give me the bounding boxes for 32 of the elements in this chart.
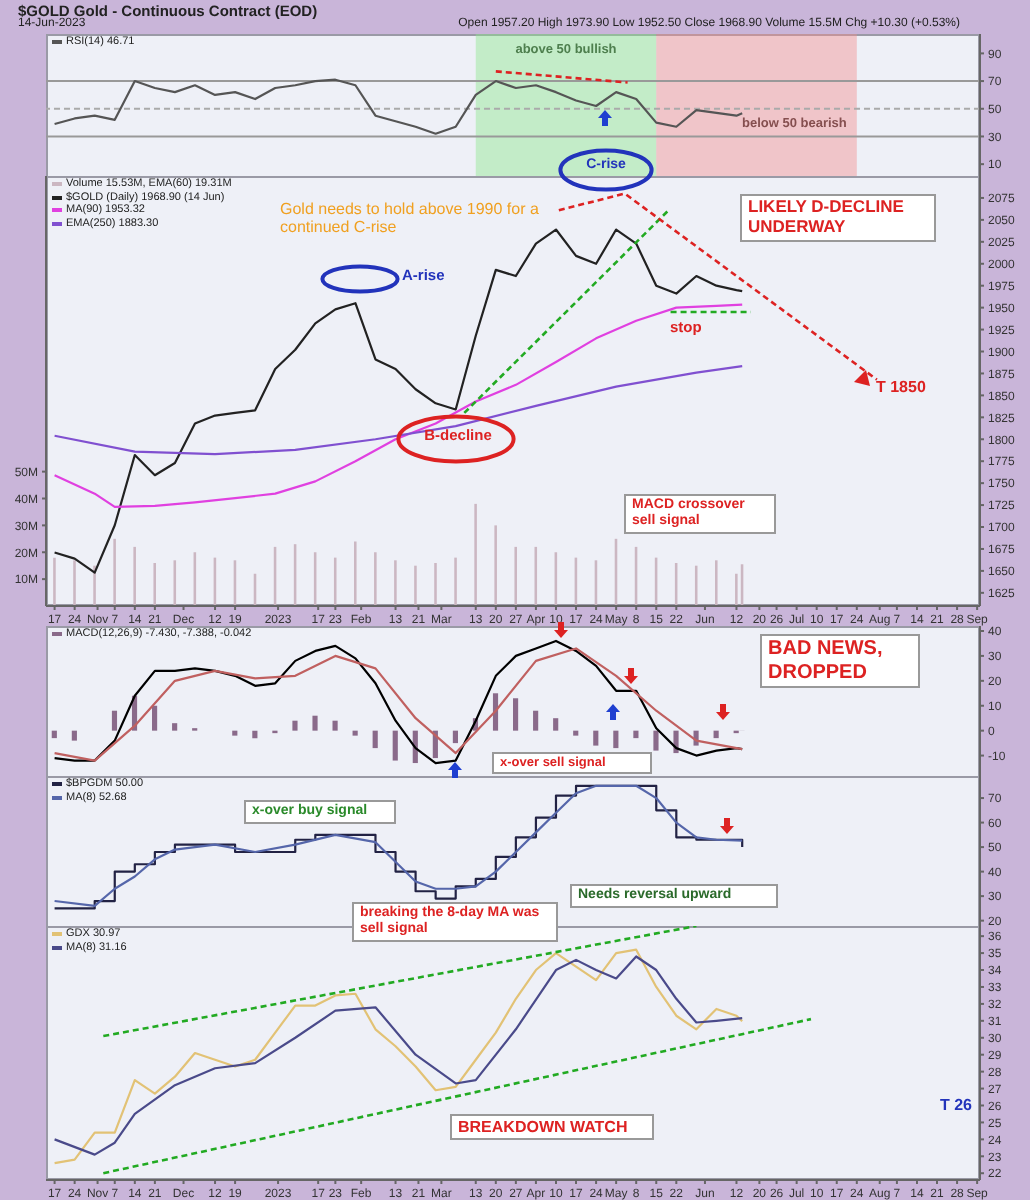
bar (232, 730, 238, 736)
bar (111, 710, 118, 731)
bar (633, 730, 639, 739)
bar (553, 718, 559, 731)
bar (653, 730, 659, 751)
annotation: T 1850 (876, 378, 928, 397)
bar (372, 730, 378, 749)
bar (252, 730, 258, 739)
bar (71, 730, 77, 741)
bar (713, 730, 719, 739)
annotation: Gold needs to hold above 1990 for a continued C-rise (280, 200, 540, 237)
bar (172, 723, 178, 731)
bar (292, 720, 298, 731)
bar (352, 730, 358, 736)
bar (312, 715, 318, 731)
bar (452, 730, 458, 744)
annotation: T 26 (940, 1096, 975, 1115)
callout-box: BREAKDOWN WATCH (450, 1114, 654, 1141)
line-series (53, 303, 744, 508)
bar (513, 698, 519, 731)
bar (613, 730, 619, 749)
bar (533, 710, 539, 731)
bar (573, 730, 579, 736)
bar (332, 720, 338, 731)
callout-box: BAD NEWS, DROPPED (760, 634, 920, 688)
line-series (53, 365, 744, 456)
bar (51, 730, 57, 739)
callout-box: LIKELY D-DECLINE UNDERWAY (740, 194, 936, 242)
bar (152, 705, 158, 731)
bar (392, 730, 398, 761)
bar (593, 730, 599, 746)
line-series (53, 78, 744, 135)
